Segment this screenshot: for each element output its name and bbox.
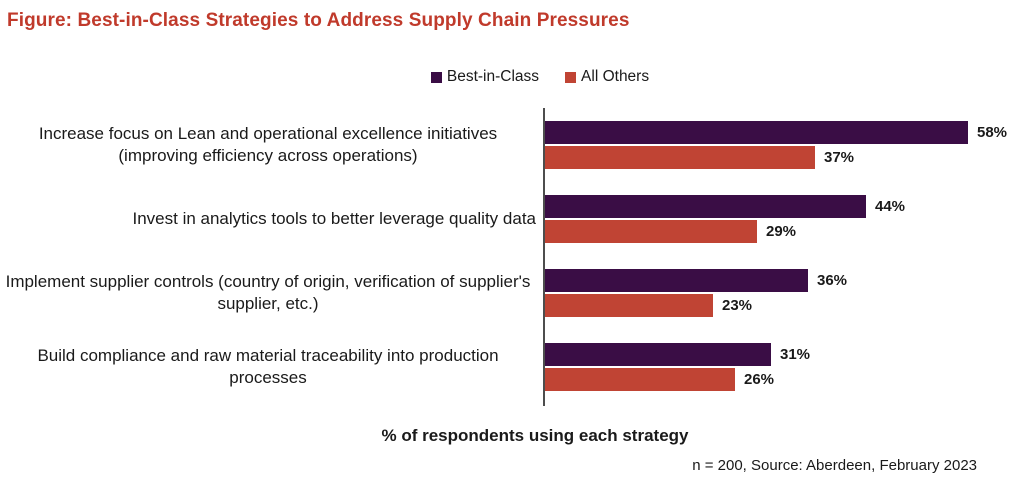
legend-swatch-all-others-icon (565, 71, 577, 83)
bar-all-others (545, 368, 735, 391)
category-label: Increase focus on Lean and operational e… (38, 124, 498, 165)
bar-line: 36% (545, 269, 1024, 292)
bar-line: 58% (545, 121, 1024, 144)
bar-best-in-class (545, 121, 968, 144)
value-label: 36% (817, 272, 848, 289)
legend: Best-in-Class All Others (28, 68, 1024, 86)
source-note: n = 200, Source: Aberdeen, February 2023 (692, 457, 977, 474)
bar-line: 44% (545, 195, 1024, 218)
category-label: Implement supplier controls (country of … (5, 272, 531, 313)
bar-line: 31% (545, 343, 1024, 366)
bar-group-traceability: Build compliance and raw material tracea… (0, 330, 1024, 404)
chart-title: Figure: Best-in-Class Strategies to Addr… (7, 10, 630, 31)
bar-line: 26% (545, 368, 1024, 391)
bar-group-supplier-controls: Implement supplier controls (country of … (0, 256, 1024, 330)
category-label-cell: Implement supplier controls (country of … (0, 256, 536, 330)
bar-best-in-class (545, 269, 808, 292)
legend-item-best-in-class: Best-in-Class (430, 68, 540, 86)
bar-best-in-class (545, 343, 771, 366)
value-label: 37% (824, 149, 855, 166)
bar-line: 29% (545, 220, 1024, 243)
value-label: 31% (780, 346, 811, 363)
legend-swatch-best-in-class-icon (430, 71, 442, 83)
category-label: Build compliance and raw material tracea… (37, 346, 499, 387)
bars-cell: 58% 37% (536, 108, 1024, 182)
legend-item-all-others: All Others (565, 68, 649, 86)
category-label-cell: Increase focus on Lean and operational e… (0, 108, 536, 182)
plot-area: Increase focus on Lean and operational e… (0, 108, 1024, 406)
x-axis-label: % of respondents using each strategy (381, 426, 689, 445)
bar-best-in-class (545, 195, 866, 218)
bar-all-others (545, 220, 757, 243)
bar-line: 37% (545, 146, 1024, 169)
value-label: 29% (766, 223, 797, 240)
legend-label-all-others: All Others (581, 68, 650, 85)
bars-cell: 36% 23% (536, 256, 1024, 330)
category-label-cell: Build compliance and raw material tracea… (0, 330, 536, 404)
bars-cell: 44% 29% (536, 182, 1024, 256)
bar-line: 23% (545, 294, 1024, 317)
category-label-cell: Invest in analytics tools to better leve… (0, 182, 536, 256)
value-label: 58% (977, 124, 1008, 141)
category-label: Invest in analytics tools to better leve… (132, 209, 536, 229)
bars-cell: 31% 26% (536, 330, 1024, 404)
legend-label-best-in-class: Best-in-Class (446, 68, 540, 85)
bar-group-analytics: Invest in analytics tools to better leve… (0, 182, 1024, 256)
y-axis-line (543, 108, 545, 406)
value-label: 44% (875, 198, 906, 215)
bar-group-lean: Increase focus on Lean and operational e… (0, 108, 1024, 182)
bar-groups: Increase focus on Lean and operational e… (0, 108, 1024, 404)
bar-all-others (545, 146, 815, 169)
bar-all-others (545, 294, 713, 317)
value-label: 26% (744, 371, 775, 388)
value-label: 23% (722, 297, 753, 314)
